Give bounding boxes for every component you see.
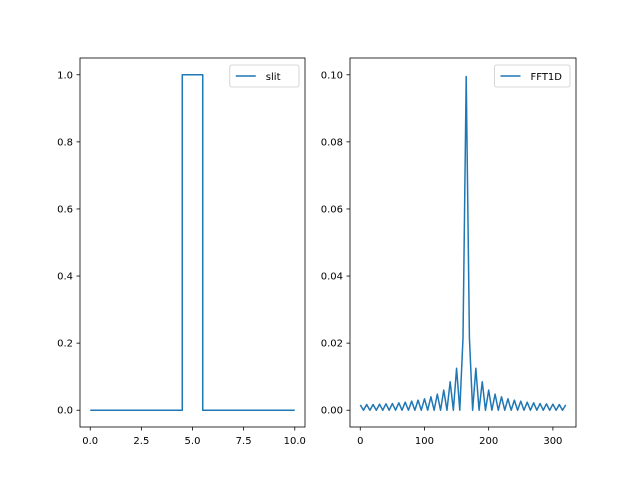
legend-label: FFT1D [531,72,563,83]
y-tick-label: 0.10 [321,70,343,81]
legend: slit [229,64,300,88]
x-tick-label: 5.0 [185,436,201,447]
y-tick-label: 0.8 [57,137,73,148]
x-tick-label: 2.5 [133,436,149,447]
x-tick-label: 100 [415,436,434,447]
subplot-1: 0.0 2.5 5.0 7.5 10.0 0.0 0.2 0.4 0.6 0.8 1.0 slit [57,57,306,447]
y-tick-label: 0.02 [321,339,343,350]
x-tick-label: 7.5 [236,436,252,447]
x-tick-label: 10.0 [284,436,306,447]
x-tick-label: 0 [357,436,363,447]
x-tick-label: 200 [479,436,498,447]
legend-box [229,64,300,88]
axes-frame [79,57,306,428]
y-tick-label: 0.2 [57,339,73,350]
y-tick-label: 0.0 [57,406,73,417]
series-line-FFT1D [359,75,567,411]
y-tick-label: 0.00 [321,406,343,417]
x-tick-label: 0.0 [82,436,98,447]
legend-label: slit [266,72,281,83]
subplot-2: 0 100 200 300 0.00 0.02 0.04 0.06 0.08 0.10 FFT1D [321,57,577,447]
legend-box [494,64,571,88]
y-tick-label: 0.4 [57,272,73,283]
axes-frame [349,57,577,428]
legend: FFT1D [494,64,571,88]
series-line-slit [90,74,295,411]
y-tick-label: 0.06 [321,204,343,215]
y-tick-label: 1.0 [57,70,73,81]
y-tick-label: 0.6 [57,204,73,215]
y-tick-label: 0.08 [321,137,343,148]
x-tick-label: 300 [543,436,562,447]
y-tick-label: 0.04 [321,272,343,283]
